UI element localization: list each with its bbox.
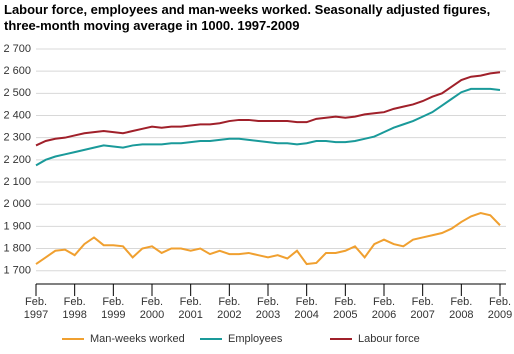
legend-label: Employees — [228, 333, 283, 345]
y-tick-label: 2 400 — [3, 109, 31, 121]
x-tick-label: Feb. 2003 — [255, 296, 281, 321]
series-line — [35, 212, 501, 266]
y-tick-label: 2 500 — [3, 87, 31, 99]
legend-label: Labour force — [358, 333, 420, 345]
series-line — [35, 87, 501, 167]
x-tick-label: Feb. 1999 — [101, 296, 126, 321]
x-tick-label: Feb. 2006 — [371, 296, 397, 321]
series-line — [35, 71, 501, 147]
y-tick-label: 2 700 — [3, 43, 31, 55]
y-tick-label: 2 200 — [3, 154, 31, 166]
legend-label: Man-weeks worked — [90, 333, 185, 345]
x-tick-label: Feb. 2007 — [410, 296, 435, 321]
x-tick-label: Feb. 1997 — [23, 296, 49, 321]
x-tick-label: Feb. 1998 — [62, 296, 87, 321]
y-tick-label: 1 900 — [3, 220, 31, 232]
y-tick-label: 1 800 — [3, 242, 31, 254]
x-tick-label: Feb. 2001 — [178, 296, 203, 321]
x-tick-label: Feb. 2000 — [139, 296, 165, 321]
y-tick-label: 2 100 — [3, 176, 31, 188]
y-tick-label: 1 700 — [3, 265, 31, 277]
x-tick-label: Feb. 2008 — [449, 296, 474, 321]
x-tick-label: Feb. 2009 — [487, 296, 513, 321]
chart-title: Labour force, employees and man-weeks wo… — [4, 2, 491, 33]
y-tick-label: 2 600 — [3, 65, 31, 77]
y-tick-label: 2 300 — [3, 132, 31, 144]
x-tick-label: Feb. 2005 — [333, 296, 358, 321]
y-tick-label: 2 000 — [3, 198, 31, 210]
x-tick-label: Feb. 2004 — [294, 296, 319, 321]
x-tick-label: Feb. 2002 — [217, 296, 242, 321]
